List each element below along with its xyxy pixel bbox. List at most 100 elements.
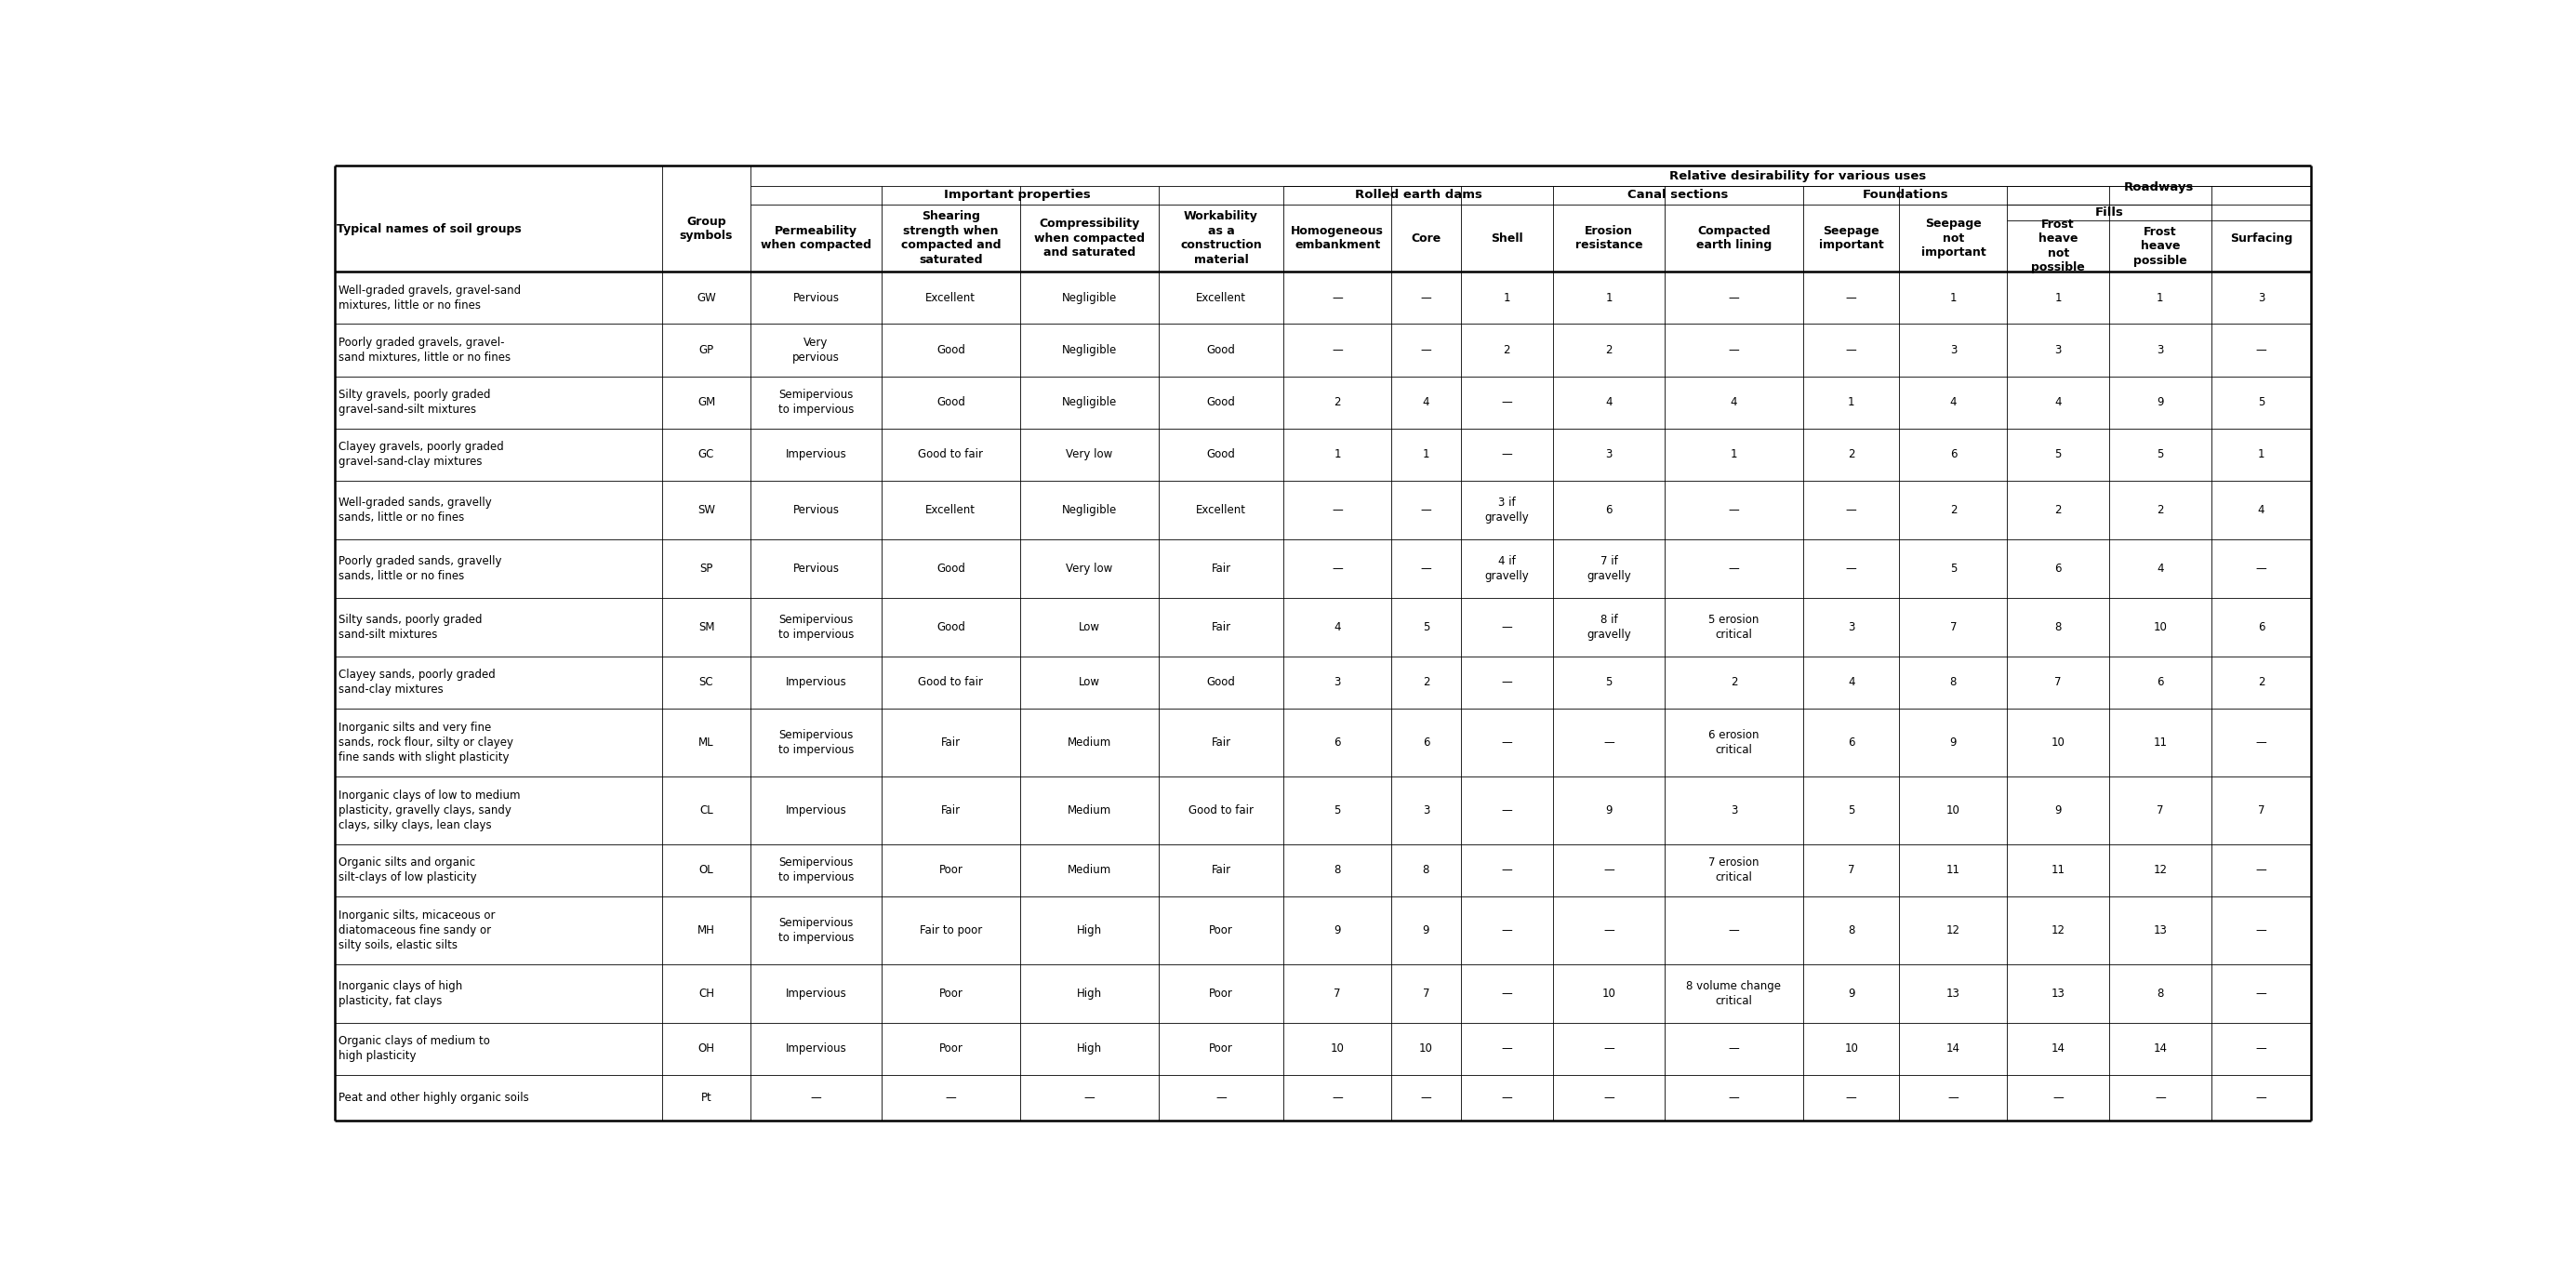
Text: Impervious: Impervious [786,804,848,817]
Text: —: — [1419,562,1432,575]
Text: GC: GC [698,448,714,461]
Text: 2: 2 [1731,676,1736,688]
Text: 4: 4 [1731,396,1736,409]
Text: —: — [1728,292,1739,304]
Text: Inorganic clays of high
plasticity, fat clays: Inorganic clays of high plasticity, fat … [337,980,464,1006]
Text: Fair: Fair [1211,562,1231,575]
Text: Poor: Poor [1208,987,1234,1000]
Text: 3: 3 [2056,344,2061,357]
Text: Fair: Fair [1211,736,1231,748]
Text: —: — [1602,736,1615,748]
Text: 6: 6 [1847,736,1855,748]
Text: Negligible: Negligible [1061,503,1118,516]
Text: —: — [1502,864,1512,877]
Text: 14: 14 [1947,1043,1960,1055]
Text: 1: 1 [1422,448,1430,461]
Text: Well-graded sands, gravelly
sands, little or no fines: Well-graded sands, gravelly sands, littl… [337,497,492,524]
Text: —: — [1419,292,1432,304]
Text: Poor: Poor [938,864,963,877]
Text: —: — [2257,344,2267,357]
Text: 8 volume change
critical: 8 volume change critical [1687,980,1783,1006]
Text: —: — [1728,562,1739,575]
Text: —: — [1502,620,1512,633]
Text: Silty sands, poorly graded
sand-silt mixtures: Silty sands, poorly graded sand-silt mix… [337,613,482,641]
Text: 2: 2 [1605,344,1613,357]
Text: 11: 11 [1947,864,1960,877]
Text: 4: 4 [2257,503,2264,516]
Text: Fair: Fair [1211,620,1231,633]
Text: Semipervious
to impervious: Semipervious to impervious [778,389,853,415]
Text: —: — [1728,344,1739,357]
Text: —: — [1502,1043,1512,1055]
Text: 9: 9 [1605,804,1613,817]
Text: 10: 10 [2154,620,2166,633]
Text: Well-graded gravels, gravel-sand
mixtures, little or no fines: Well-graded gravels, gravel-sand mixture… [337,284,520,311]
Text: —: — [1502,396,1512,409]
Text: —: — [2257,1043,2267,1055]
Text: Erosion
resistance: Erosion resistance [1574,224,1643,251]
Text: —: — [1847,562,1857,575]
Text: 3: 3 [1731,804,1736,817]
Text: Workability
as a
construction
material: Workability as a construction material [1180,210,1262,266]
Text: 4: 4 [2156,562,2164,575]
Text: —: — [1419,344,1432,357]
Text: —: — [1502,925,1512,936]
Text: 14: 14 [2154,1043,2166,1055]
Text: —: — [1502,804,1512,817]
Text: Relative desirability for various uses: Relative desirability for various uses [1669,169,1927,182]
Text: 7 erosion
critical: 7 erosion critical [1708,857,1759,884]
Text: —: — [1602,864,1615,877]
Text: Poor: Poor [1208,1043,1234,1055]
Text: Low: Low [1079,676,1100,688]
Text: 12: 12 [1947,925,1960,936]
Text: —: — [1847,1092,1857,1105]
Text: 14: 14 [2050,1043,2066,1055]
Text: MH: MH [698,925,716,936]
Text: 8 if
gravelly: 8 if gravelly [1587,613,1631,641]
Text: —: — [1602,1043,1615,1055]
Text: Very
pervious: Very pervious [793,336,840,363]
Text: —: — [1332,344,1342,357]
Text: Semipervious
to impervious: Semipervious to impervious [778,613,853,641]
Text: —: — [1084,1092,1095,1105]
Text: 7: 7 [1334,987,1342,1000]
Text: Frost
heave
not
possible: Frost heave not possible [2032,218,2084,274]
Text: 2: 2 [1950,503,1958,516]
Text: 5: 5 [1334,804,1342,817]
Text: 5: 5 [1422,620,1430,633]
Text: 5: 5 [2056,448,2061,461]
Text: High: High [1077,1043,1103,1055]
Text: Medium: Medium [1066,864,1110,877]
Text: Poor: Poor [938,987,963,1000]
Text: 3 if
gravelly: 3 if gravelly [1484,497,1530,524]
Text: —: — [1502,1092,1512,1105]
Text: Homogeneous
embankment: Homogeneous embankment [1291,224,1383,251]
Text: Good: Good [1206,448,1236,461]
Text: 7: 7 [2257,804,2264,817]
Text: 2: 2 [1847,448,1855,461]
Text: Good to fair: Good to fair [917,676,984,688]
Text: High: High [1077,925,1103,936]
Text: Excellent: Excellent [925,292,976,304]
Text: Poor: Poor [938,1043,963,1055]
Text: 4 if
gravelly: 4 if gravelly [1484,555,1530,582]
Text: Seepage
not
important: Seepage not important [1922,218,1986,259]
Text: Peat and other highly organic soils: Peat and other highly organic soils [337,1092,528,1105]
Text: 3: 3 [2257,292,2264,304]
Text: Organic silts and organic
silt-clays of low plasticity: Organic silts and organic silt-clays of … [337,857,477,884]
Text: 3: 3 [1847,620,1855,633]
Text: Clayey gravels, poorly graded
gravel-sand-clay mixtures: Clayey gravels, poorly graded gravel-san… [337,441,505,468]
Text: 10: 10 [1419,1043,1432,1055]
Text: —: — [1332,292,1342,304]
Text: 3: 3 [1605,448,1613,461]
Text: SM: SM [698,620,714,633]
Text: —: — [2257,864,2267,877]
Text: 6: 6 [2156,676,2164,688]
Text: —: — [2257,925,2267,936]
Text: 2: 2 [1504,344,1510,357]
Text: Fair: Fair [940,736,961,748]
Text: 2: 2 [1422,676,1430,688]
Text: Good to fair: Good to fair [917,448,984,461]
Text: Compacted
earth lining: Compacted earth lining [1695,224,1772,251]
Text: Organic clays of medium to
high plasticity: Organic clays of medium to high plastici… [337,1036,489,1063]
